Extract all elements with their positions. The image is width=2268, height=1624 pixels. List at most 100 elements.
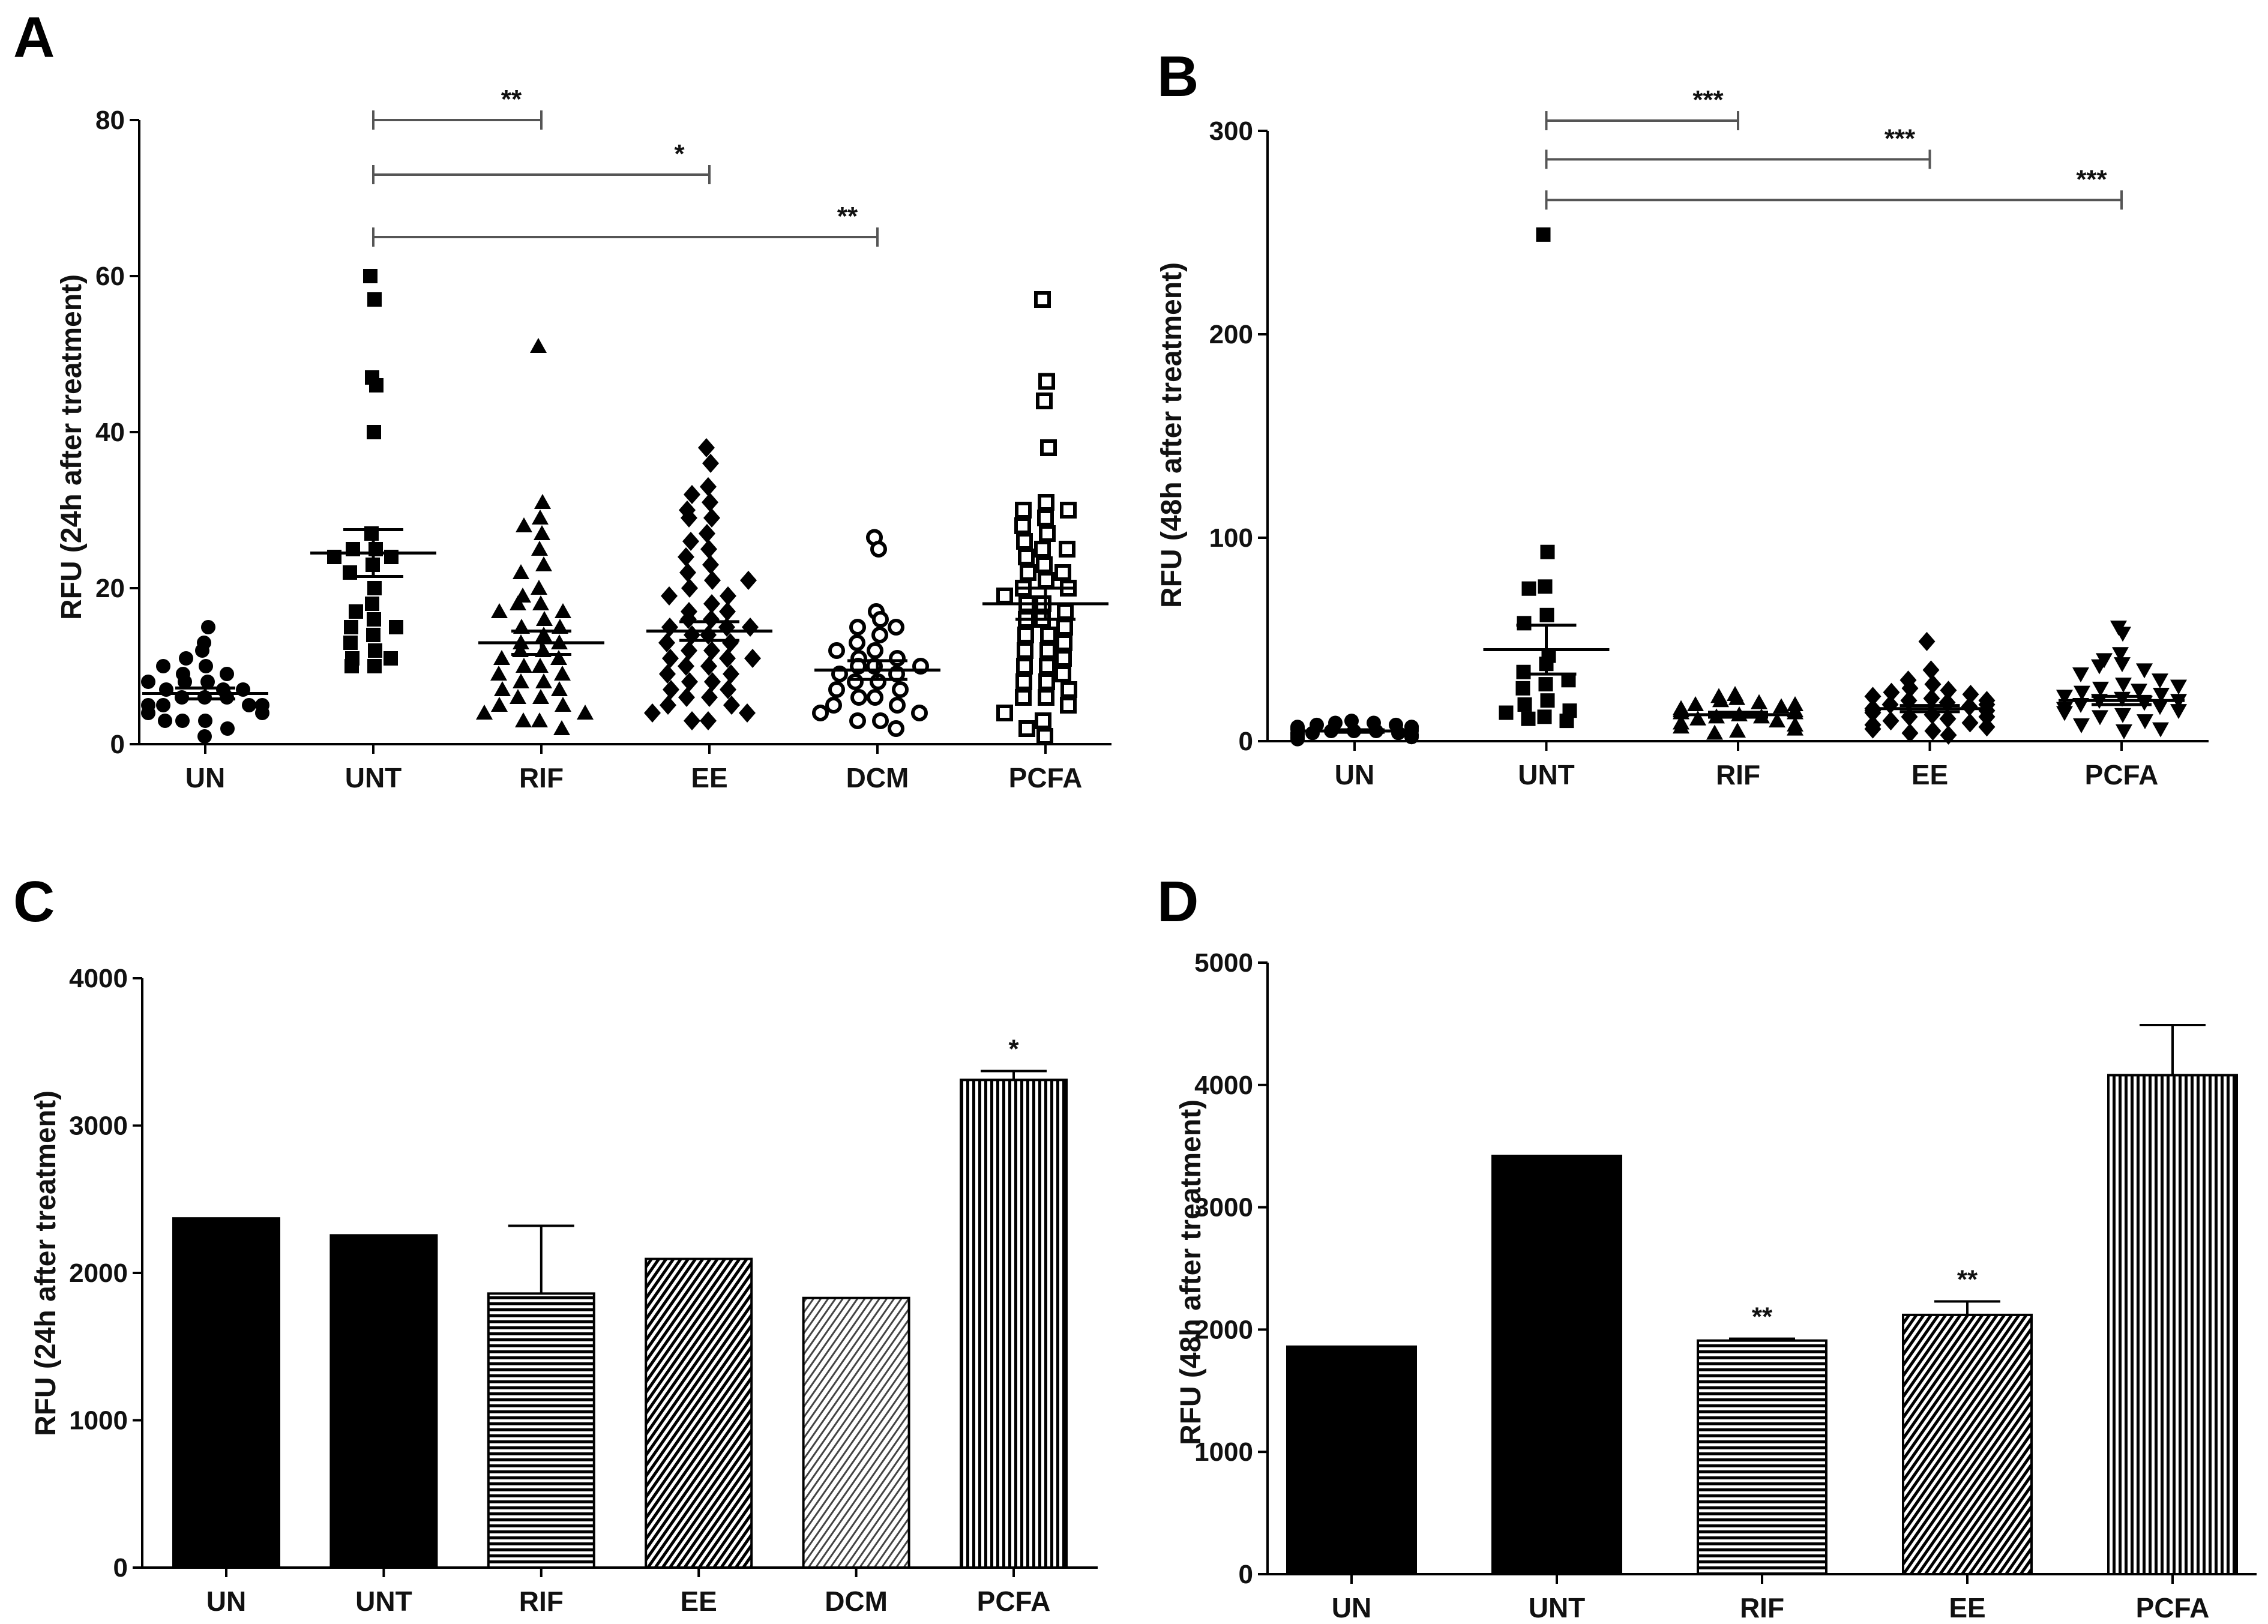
data-point: [1864, 701, 1881, 721]
data-point: [1881, 694, 1899, 714]
data-point: [1039, 525, 1056, 542]
data-point: [493, 650, 510, 665]
data-point: [1769, 712, 1785, 728]
data-point: [158, 714, 172, 728]
data-point: [704, 571, 721, 590]
data-point: [1883, 682, 1900, 702]
data-point: [535, 556, 552, 571]
data-point: [703, 594, 720, 613]
data-point: [1961, 697, 1978, 717]
panel-letter-c: C: [13, 870, 55, 934]
data-point: [720, 586, 736, 606]
data-point: [1882, 711, 1900, 731]
data-point: [867, 642, 883, 659]
data-point: [2056, 690, 2073, 705]
bar: [1902, 1313, 2033, 1576]
data-point: [888, 720, 904, 737]
x-tick-label: RIF: [519, 1586, 564, 1617]
data-point: [744, 649, 761, 668]
data-point: [681, 672, 698, 691]
data-point: [369, 378, 384, 392]
data-point: [663, 680, 679, 699]
data-point: [516, 658, 532, 673]
data-point: [198, 714, 212, 728]
data-point: [722, 633, 739, 652]
data-point: [1540, 544, 1555, 559]
x-tick-label: UNT: [345, 762, 402, 793]
x-tick-label: RIF: [519, 762, 564, 793]
data-point: [1020, 564, 1036, 581]
data-point: [742, 618, 759, 637]
data-point: [220, 667, 234, 681]
data-point: [871, 627, 888, 643]
data-point: [2114, 708, 2131, 723]
y-tick-label: 0: [110, 730, 125, 759]
data-point: [367, 612, 381, 627]
panel-c-plot-area: 0 1000 2000 3000 4000 UN UNT RIF EE DCM PCFA *: [69, 964, 1098, 1617]
x-tick-label: PCFA: [977, 1586, 1051, 1617]
data-point: [1864, 687, 1881, 706]
data-point: [703, 508, 720, 528]
data-point: [2074, 685, 2090, 701]
y-tick-label: 4000: [69, 964, 128, 993]
data-point: [2136, 663, 2153, 679]
x-tick-label: UNT: [1518, 759, 1575, 790]
data-point: [1978, 707, 1996, 727]
data-point: [494, 681, 511, 696]
data-point: [723, 696, 740, 715]
bar: [172, 1217, 280, 1569]
data-point: [1056, 619, 1073, 636]
y-tick-label: 20: [95, 574, 125, 603]
bar: [960, 1078, 1068, 1569]
data-point: [156, 698, 170, 712]
significance-label: **: [837, 202, 858, 231]
x-tick-label: DCM: [846, 762, 909, 793]
data-point: [490, 666, 507, 681]
data-point: [554, 666, 571, 681]
panel-d-y-axis-label: RFU (48h after treatment): [1175, 1099, 1207, 1445]
data-point: [531, 541, 548, 556]
data-point: [1918, 631, 1936, 651]
data-point: [175, 714, 190, 728]
data-point: [255, 698, 269, 712]
data-point: [1539, 607, 1554, 622]
data-point: [739, 703, 756, 723]
data-point: [1689, 710, 1706, 726]
x-tick-label: UNT: [1529, 1592, 1586, 1623]
data-point: [197, 729, 212, 744]
data-point: [849, 619, 866, 636]
data-point: [1787, 696, 1803, 711]
data-point: [1961, 713, 1979, 733]
data-point: [1687, 696, 1704, 711]
data-point: [2091, 659, 2108, 675]
panel-b-scatter: B RFU (48h after treatment) 0 100 200 300 UN…: [1156, 44, 2209, 790]
data-point: [1057, 603, 1074, 620]
data-point: [1034, 291, 1051, 308]
data-point: [1017, 627, 1034, 643]
data-point: [200, 675, 215, 689]
y-tick-label: 1000: [69, 1406, 128, 1436]
data-point: [2137, 714, 2153, 730]
data-point: [515, 712, 532, 727]
data-point: [531, 712, 548, 727]
bar: [2107, 1074, 2238, 1575]
data-point: [343, 636, 358, 650]
data-point: [366, 628, 381, 642]
data-point: [1922, 660, 1940, 680]
data-point: [344, 620, 358, 634]
data-point: [1787, 720, 1803, 736]
data-point: [996, 705, 1013, 721]
data-point: [1038, 373, 1055, 390]
data-point: [1018, 720, 1035, 737]
data-point: [1521, 581, 1536, 596]
data-point: [1305, 726, 1320, 741]
data-point: [367, 659, 382, 673]
data-point: [996, 588, 1013, 604]
data-point: [1499, 705, 1514, 720]
data-point: [550, 650, 567, 665]
data-point: [719, 602, 736, 621]
data-point: [1036, 556, 1053, 573]
data-point: [1060, 681, 1077, 698]
data-point: [679, 563, 696, 582]
data-point: [1059, 541, 1075, 558]
